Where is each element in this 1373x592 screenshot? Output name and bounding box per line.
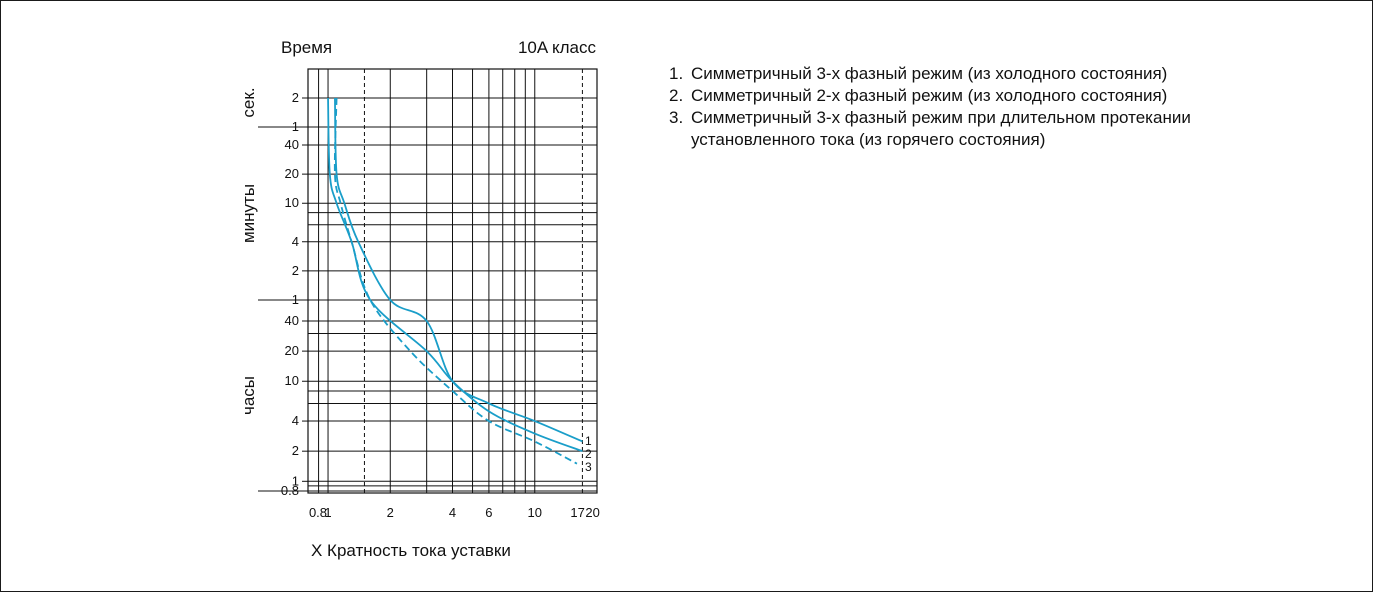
y-tick-label: 1 xyxy=(292,473,299,488)
legend-text: Симметричный 3-х фазный режим (из холодн… xyxy=(691,64,1168,83)
x-tick-label: 4 xyxy=(449,505,456,520)
legend-number: 3. xyxy=(669,108,684,127)
x-tick-label: 2 xyxy=(387,505,394,520)
x-tick-label: 17 xyxy=(570,505,584,520)
x-axis-label: X Кратность тока уставки xyxy=(311,541,511,560)
y-tick-label: 4 xyxy=(292,234,299,249)
x-tick-label: 10 xyxy=(528,505,542,520)
y-tick-label: 10 xyxy=(285,195,299,210)
curve-label: 1 xyxy=(585,434,592,448)
legend-item-1: 1. Симметричный 3-х фазный режим (из холо… xyxy=(669,63,1191,85)
legend-number: 2. xyxy=(669,86,684,105)
y-tick-label: 2 xyxy=(292,90,299,105)
y-tick-label: 4 xyxy=(292,413,299,428)
y-band-label: сек. xyxy=(239,87,258,117)
y-band-label: минуты xyxy=(239,184,258,243)
curve-2 xyxy=(327,97,583,453)
x-tick-label: 0.8 xyxy=(309,505,327,520)
curve-label: 3 xyxy=(585,460,592,474)
legend-item-3: 3. Симметричный 3-х фазный режим при длит… xyxy=(669,107,1191,129)
x-tick-label: 6 xyxy=(485,505,492,520)
legend-item-3-continuation: установленного тока (из горячего состоян… xyxy=(691,130,1046,149)
y-tick-label: 20 xyxy=(285,343,299,358)
legend-item-2: 2. Симметричный 2-х фазный режим (из холо… xyxy=(669,85,1191,107)
y-tick-label: 20 xyxy=(285,166,299,181)
x-tick-label: 20 xyxy=(585,505,599,520)
y-tick-label: 40 xyxy=(285,137,299,152)
legend-text: Симметричный 2-х фазный режим (из холодн… xyxy=(691,86,1168,105)
y-tick-label: 10 xyxy=(285,373,299,388)
y-tick-label: 2 xyxy=(292,263,299,278)
y-tick-label: 40 xyxy=(285,313,299,328)
curve-legend: 1. Симметричный 3-х фазный режим (из холо… xyxy=(669,63,1191,151)
legend-text: Симметричный 3-х фазный режим при длител… xyxy=(691,108,1191,127)
x-tick-label: 1 xyxy=(324,505,331,520)
y-band-label: часы xyxy=(239,376,258,415)
curve-1 xyxy=(334,97,583,443)
curve-3 xyxy=(333,97,578,465)
chart-title-right: 10A класс xyxy=(518,38,597,57)
legend-number: 1. xyxy=(669,64,684,83)
chart-title-left: Время xyxy=(281,38,332,57)
curve-label: 2 xyxy=(585,447,592,461)
y-tick-label: 2 xyxy=(292,443,299,458)
